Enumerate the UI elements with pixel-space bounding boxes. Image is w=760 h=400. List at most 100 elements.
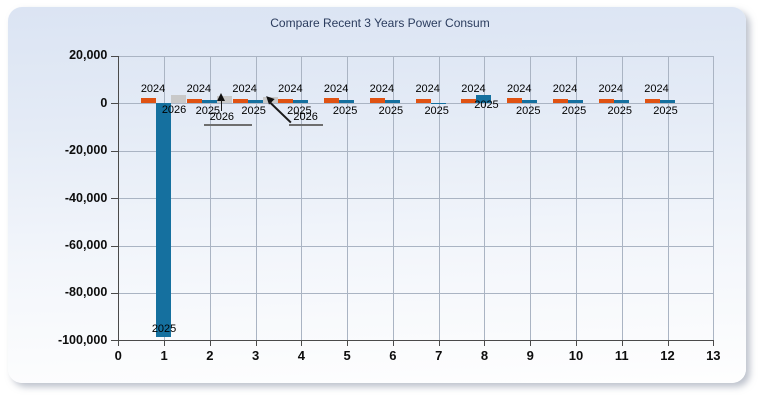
label-2025-month-11: 2025 (607, 105, 632, 117)
gridline-vertical (438, 55, 440, 341)
label-2025-month-9: 2025 (515, 105, 541, 117)
x-tick-mark (347, 340, 349, 347)
x-tick-mark (392, 340, 394, 347)
chart-panel (8, 7, 746, 383)
x-tick-mark (667, 340, 669, 347)
gridline-vertical (301, 55, 303, 341)
x-tick-label: 2 (206, 348, 214, 364)
x-tick-label: 1 (160, 348, 168, 364)
callout-arrow-month-2 (217, 93, 226, 101)
bar-2025-month-11 (613, 100, 629, 104)
label-2025-month-12: 2025 (653, 105, 678, 117)
x-tick-label: 11 (614, 348, 629, 364)
x-tick-label: 13 (706, 348, 721, 364)
y-tick-mark (111, 198, 119, 200)
x-tick-label: 4 (297, 348, 305, 364)
x-tick-mark (484, 340, 486, 347)
x-tick-label: 6 (389, 348, 397, 364)
label-2024-month-12: 2024 (644, 83, 669, 95)
y-tick-label: -80,000 (64, 285, 108, 300)
callout-underline-month-3 (288, 123, 323, 126)
bar-2025-month-10 (568, 99, 583, 104)
bar-2024-month-9 (507, 98, 523, 104)
bar-2024-month-12 (644, 98, 660, 104)
y-tick-label: -60,000 (64, 238, 108, 252)
gridline-vertical (347, 55, 349, 341)
x-tick-label: 5 (343, 348, 351, 364)
label-2024-month-5: 2024 (323, 83, 349, 95)
y-tick-mark (111, 55, 119, 57)
x-tick-label: 7 (435, 348, 443, 364)
y-tick-mark (111, 103, 119, 105)
y-tick-label: -40,000 (64, 190, 108, 205)
gridline-vertical (621, 55, 623, 341)
bar-2025-month-4 (293, 99, 309, 104)
bar-2025-month-6 (384, 99, 400, 104)
x-tick-mark (301, 340, 303, 347)
bar-2025-month-2 (201, 99, 217, 104)
label-2025-month-7: 2025 (424, 105, 449, 117)
bar-2024-month-11 (598, 98, 614, 104)
x-tick-mark (118, 340, 120, 347)
chart-title: Compare Recent 3 Years Power Consum (270, 16, 490, 30)
x-tick-mark (438, 340, 440, 347)
bar-2024-month-1 (141, 97, 157, 104)
label-2024-month-1: 2024 (140, 83, 166, 95)
label-2025-month-10: 2025 (561, 105, 587, 117)
bar-2024-month-7 (415, 98, 431, 104)
label-2024-month-4: 2024 (278, 83, 303, 95)
bar-2025-month-1 (156, 103, 172, 338)
bar-2025-month-12 (659, 99, 675, 104)
bar-2024-month-2 (186, 98, 202, 104)
x-tick-label: 3 (251, 348, 260, 364)
label-2026-month-1: 2026 (161, 104, 187, 116)
bar-2024-month-4 (278, 98, 294, 104)
gridline-vertical (255, 55, 257, 341)
x-tick-mark (209, 340, 211, 347)
x-tick-label: 0 (114, 348, 122, 364)
bar-2025-month-7 (430, 102, 446, 105)
y-tick-label: -100,000 (57, 332, 108, 347)
bar-2024-month-5 (324, 97, 340, 104)
y-tick-label: 0 (100, 95, 108, 110)
bar-2025-month-3 (247, 99, 263, 104)
x-tick-label: 8 (480, 348, 489, 364)
gridline-vertical (713, 55, 715, 341)
gridline-horizontal (118, 103, 714, 105)
y-tick-label: -20,000 (64, 143, 108, 158)
callout-shaft-month-2 (220, 100, 223, 111)
gridline-horizontal (118, 55, 714, 57)
bar-2026-month-1 (171, 95, 187, 104)
bar-2024-month-10 (553, 99, 568, 104)
gridline-vertical (576, 55, 577, 341)
x-tick-label: 9 (526, 348, 534, 364)
y-axis-line (118, 55, 120, 342)
gridline-vertical (667, 55, 669, 341)
bar-2024-month-6 (369, 97, 385, 104)
x-tick-mark (621, 340, 623, 347)
label-2025-month-6: 2025 (378, 105, 404, 117)
gridline-vertical (392, 55, 394, 341)
label-2025-month-1: 2025 (151, 323, 177, 336)
bar-2025-month-8 (476, 94, 492, 104)
gridline-horizontal (118, 198, 714, 200)
y-tick-mark (111, 340, 119, 342)
gridline-vertical (530, 55, 532, 341)
label-2024-month-9: 2024 (506, 83, 532, 95)
label-2025-month-5: 2025 (332, 105, 358, 117)
gridline-vertical (484, 55, 486, 341)
y-tick-mark (111, 150, 119, 152)
callout-underline-month-2 (203, 123, 252, 126)
x-tick-mark (576, 340, 577, 347)
gridline-horizontal (118, 245, 714, 247)
gridline-horizontal (118, 292, 714, 294)
x-tick-label: 12 (660, 348, 675, 364)
bar-2024-month-8 (461, 98, 477, 104)
bar-2026-month-3 (262, 96, 278, 104)
bar-2024-month-3 (232, 98, 248, 104)
label-2025-month-2: 2025 (195, 105, 221, 117)
label-2024-month-11: 2024 (598, 83, 623, 95)
label-2025-month-4: 2025 (287, 105, 312, 117)
